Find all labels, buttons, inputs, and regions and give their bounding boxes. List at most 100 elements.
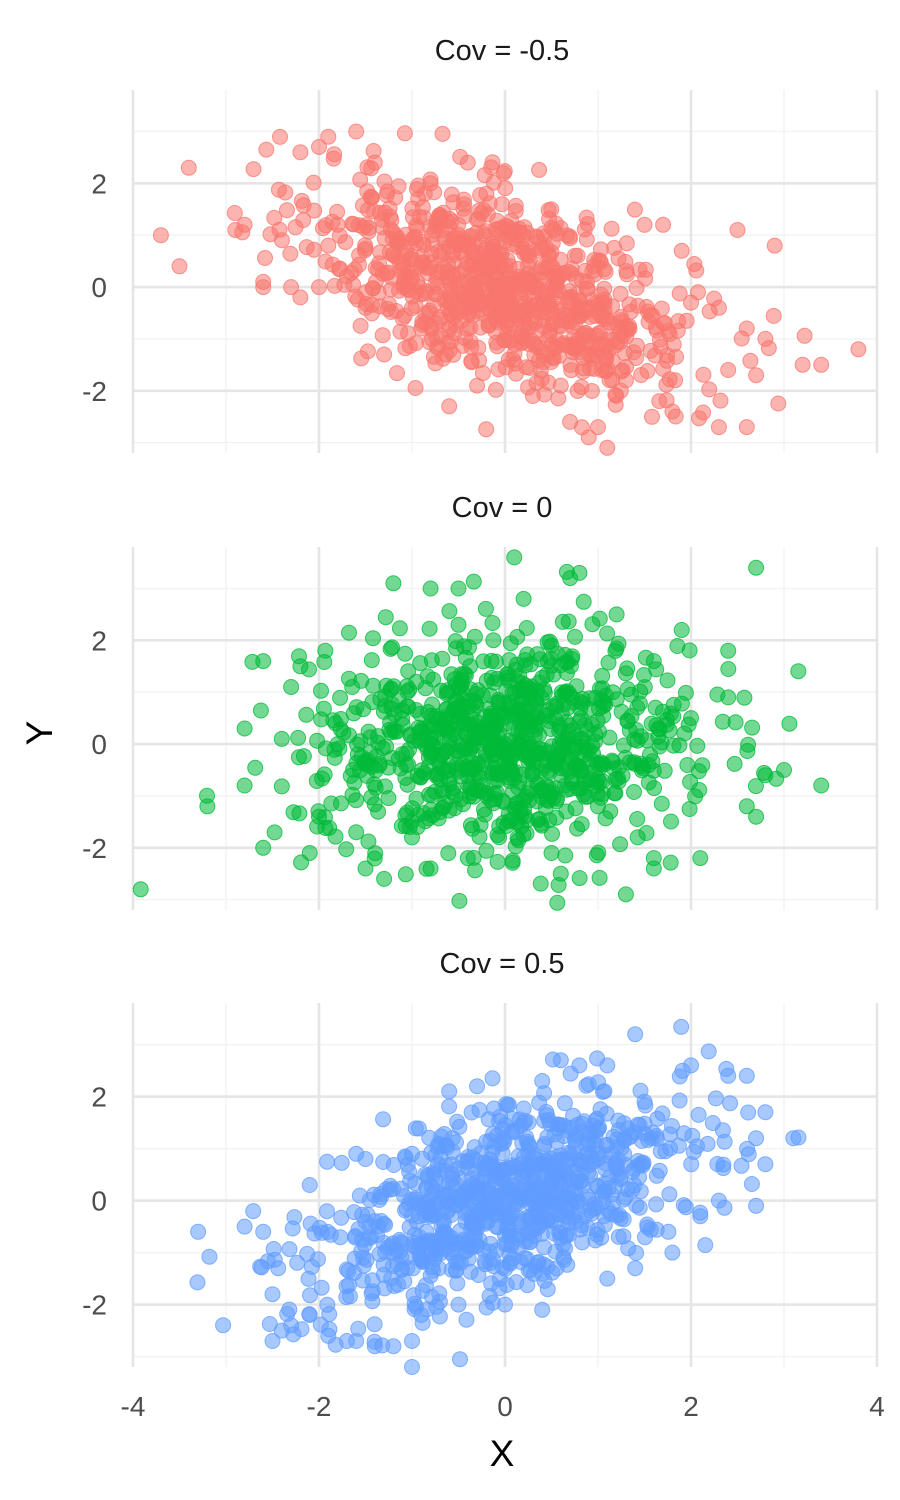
data-point <box>382 640 399 657</box>
data-point <box>482 687 499 704</box>
data-point <box>606 760 622 777</box>
data-point <box>610 1151 627 1168</box>
data-point <box>552 865 569 882</box>
data-point <box>456 638 472 655</box>
data-point <box>740 1146 757 1163</box>
data-point <box>478 1299 495 1316</box>
data-point <box>391 620 408 637</box>
data-point <box>309 732 326 749</box>
data-point <box>629 699 646 716</box>
data-point <box>436 1126 453 1142</box>
data-point <box>257 250 273 266</box>
data-point <box>596 261 613 278</box>
data-point <box>301 1177 318 1193</box>
data-point <box>394 746 411 763</box>
data-point <box>315 220 331 237</box>
data-point <box>452 1351 468 1368</box>
data-point <box>467 694 484 711</box>
data-point <box>459 1234 476 1251</box>
data-point <box>544 349 561 366</box>
data-point <box>245 1203 262 1220</box>
data-point <box>333 1154 350 1171</box>
data-point <box>338 841 355 858</box>
data-point <box>557 847 574 864</box>
data-point <box>285 804 302 821</box>
data-point <box>418 1179 435 1196</box>
data-point <box>366 1316 383 1333</box>
data-point <box>348 1145 365 1162</box>
data-point <box>740 736 757 753</box>
data-point <box>516 681 533 698</box>
y-tick-label: 2 <box>91 625 107 656</box>
data-point <box>509 795 526 812</box>
data-point <box>421 620 438 637</box>
data-point <box>245 161 262 178</box>
data-point <box>464 277 481 294</box>
panel-2: Cov = 0 -2 0 2 <box>82 492 879 911</box>
data-point <box>399 776 416 793</box>
data-point <box>677 1199 694 1216</box>
data-point <box>292 289 309 306</box>
data-point <box>544 1192 561 1209</box>
data-point <box>538 666 555 683</box>
data-point <box>538 707 555 724</box>
data-point <box>490 221 507 237</box>
data-point <box>673 242 690 259</box>
data-point <box>357 237 374 254</box>
data-point <box>522 656 539 673</box>
data-point <box>431 207 448 224</box>
data-point <box>273 778 290 795</box>
data-point <box>653 795 670 812</box>
data-point <box>603 220 620 237</box>
data-point <box>776 762 792 778</box>
data-point <box>631 1199 648 1216</box>
data-point <box>626 1177 643 1194</box>
data-point <box>629 811 646 827</box>
data-point <box>567 270 584 287</box>
data-point <box>559 699 576 716</box>
data-point <box>346 1204 363 1221</box>
data-point <box>638 825 655 841</box>
data-point <box>531 1094 548 1111</box>
data-point <box>448 317 464 334</box>
data-point <box>320 128 337 145</box>
data-point <box>574 1178 591 1194</box>
data-point <box>319 1203 335 1220</box>
data-point <box>481 1255 498 1272</box>
data-point <box>385 1338 402 1355</box>
data-point <box>673 622 690 638</box>
data-point <box>695 366 712 383</box>
data-point <box>255 653 272 670</box>
data-point <box>565 329 582 345</box>
data-point <box>295 748 312 765</box>
data-point <box>372 204 388 221</box>
data-point <box>253 1259 270 1276</box>
data-point <box>770 395 787 412</box>
data-point <box>227 222 244 238</box>
data-point <box>673 1018 690 1035</box>
data-point <box>748 808 765 825</box>
data-point <box>733 1157 750 1174</box>
data-point <box>629 337 645 354</box>
data-point <box>385 575 402 592</box>
data-point <box>496 332 513 349</box>
data-point <box>495 710 512 727</box>
data-point <box>551 722 568 739</box>
data-point <box>714 713 731 730</box>
data-point <box>555 1236 571 1253</box>
data-point <box>599 625 616 642</box>
data-point <box>348 123 365 140</box>
data-point <box>255 839 272 856</box>
data-point <box>301 1307 318 1323</box>
data-point <box>484 1144 501 1161</box>
data-point <box>457 740 474 757</box>
data-point <box>580 429 597 446</box>
data-point <box>504 852 521 869</box>
data-point <box>379 301 396 317</box>
data-point <box>742 352 759 369</box>
data-point <box>306 202 323 219</box>
data-point <box>576 775 593 792</box>
data-point <box>625 1160 642 1177</box>
data-point <box>434 782 450 799</box>
data-point <box>344 679 361 695</box>
